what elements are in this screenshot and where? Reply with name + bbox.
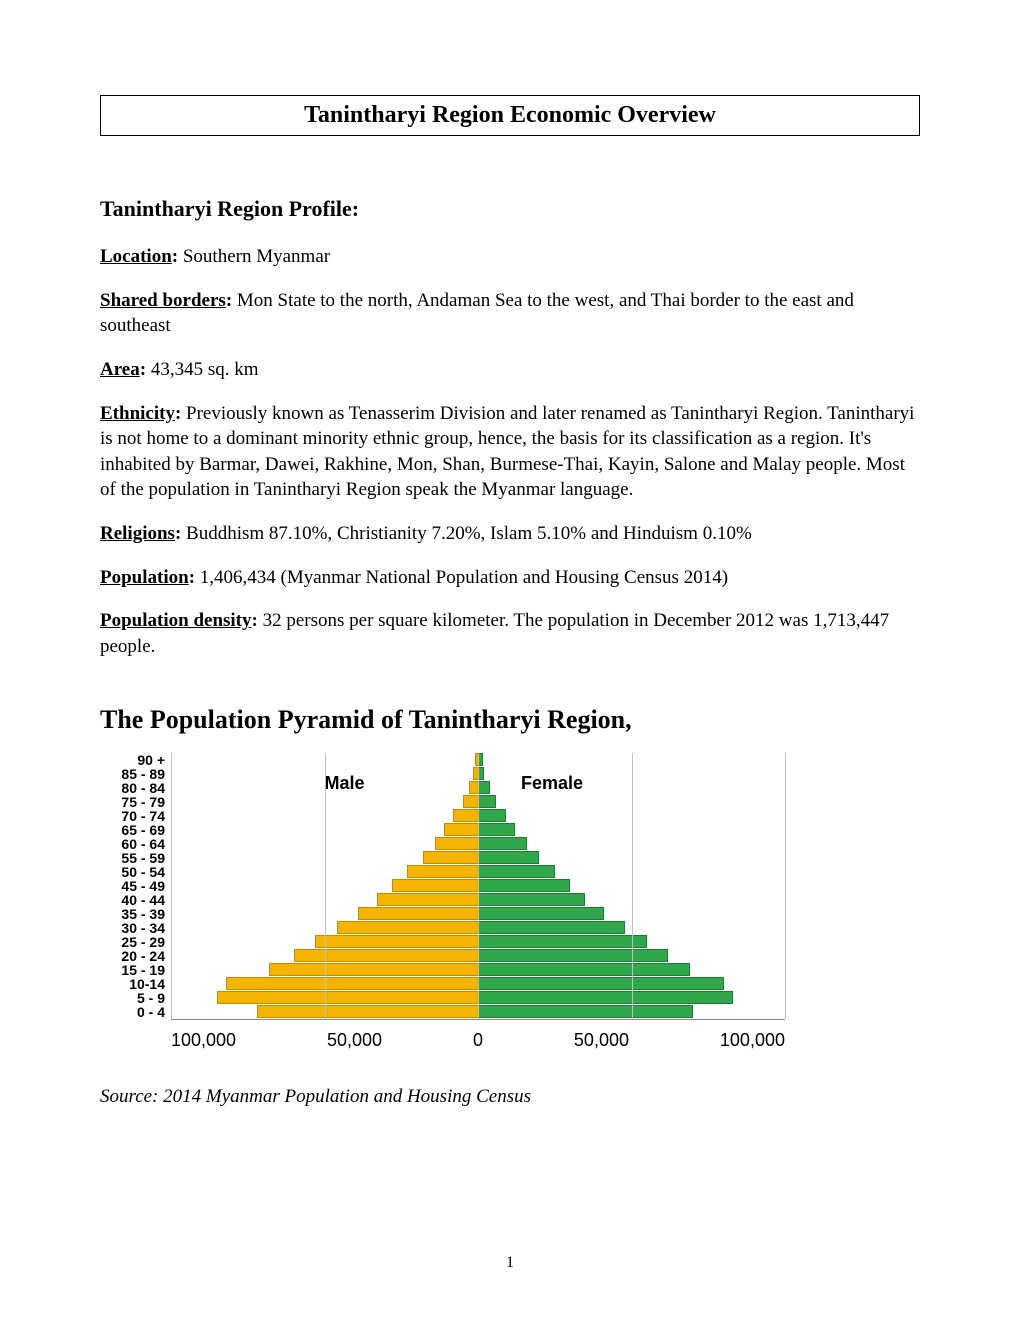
location-label: Location	[100, 246, 172, 267]
chart-female-label: Female	[521, 773, 583, 794]
chart-x-tick-label: 100,000	[720, 1030, 785, 1051]
chart-age-label: 50 - 54	[100, 865, 165, 879]
chart-male-bar	[453, 809, 478, 822]
chart-age-label: 20 - 24	[100, 949, 165, 963]
chart-female-bar	[478, 921, 625, 934]
profile-density: Population density: 32 persons per squar…	[100, 608, 920, 659]
population-value: 1,406,434 (Myanmar National Population a…	[195, 567, 728, 588]
chart-age-label: 90 +	[100, 753, 165, 767]
location-value: Southern Myanmar	[178, 246, 330, 267]
chart-male-bar	[392, 879, 478, 892]
population-pyramid-chart: 90 +85 - 8980 - 8475 - 7970 - 7465 - 696…	[100, 753, 920, 1020]
page-title: Tanintharyi Region Economic Overview	[100, 95, 920, 136]
profile-ethnicity: Ethnicity: Previously known as Tenasseri…	[100, 401, 920, 504]
chart-male-bar	[269, 963, 478, 976]
chart-age-label: 5 - 9	[100, 991, 165, 1005]
chart-age-label: 45 - 49	[100, 879, 165, 893]
chart-age-label: 70 - 74	[100, 809, 165, 823]
borders-label: Shared borders	[100, 290, 226, 311]
chart-female-bar	[478, 837, 527, 850]
chart-male-label: Male	[325, 773, 365, 794]
profile-borders: Shared borders: Mon State to the north, …	[100, 288, 920, 339]
chart-x-tick-label: 100,000	[171, 1030, 236, 1051]
page-number: 1	[0, 1254, 1020, 1272]
chart-female-bar	[478, 1005, 693, 1018]
chart-female-bar	[478, 865, 555, 878]
chart-male-bar	[407, 865, 478, 878]
chart-male-bar	[377, 893, 478, 906]
chart-male-bar	[337, 921, 478, 934]
chart-age-label: 30 - 34	[100, 921, 165, 935]
chart-x-axis-labels: 100,000 50,000 0 50,000 100,000	[171, 1020, 785, 1051]
chart-female-bar	[478, 795, 496, 808]
ethnicity-value: Previously known as Tenasserim Division …	[100, 403, 914, 501]
profile-area: Area: 43,345 sq. km	[100, 357, 920, 383]
chart-age-label: 10-14	[100, 977, 165, 991]
density-label: Population density	[100, 610, 252, 631]
chart-female-bar	[478, 781, 490, 794]
chart-x-tick-label: 0	[473, 1030, 483, 1051]
religions-label: Religions	[100, 523, 175, 544]
chart-age-label: 75 - 79	[100, 795, 165, 809]
chart-female-bar	[478, 907, 604, 920]
chart-male-bar	[217, 991, 478, 1004]
profile-population: Population: 1,406,434 (Myanmar National …	[100, 565, 920, 591]
chart-source: Source: 2014 Myanmar Population and Hous…	[100, 1086, 920, 1108]
chart-female-bar	[478, 823, 515, 836]
chart-plot-area: Male Female	[171, 753, 785, 1020]
profile-religions: Religions: Buddhism 87.10%, Christianity…	[100, 521, 920, 547]
chart-age-label: 65 - 69	[100, 823, 165, 837]
chart-age-label: 25 - 29	[100, 935, 165, 949]
chart-female-bar	[478, 935, 647, 948]
profile-location: Location: Southern Myanmar	[100, 244, 920, 270]
chart-age-label: 40 - 44	[100, 893, 165, 907]
chart-male-bar	[423, 851, 478, 864]
area-value: 43,345 sq. km	[146, 359, 258, 380]
chart-title: The Population Pyramid of Tanintharyi Re…	[100, 705, 920, 735]
chart-male-bar	[469, 781, 478, 794]
chart-female-bar	[478, 851, 539, 864]
chart-female-bar	[478, 977, 724, 990]
chart-female-bar	[478, 809, 506, 822]
chart-female-bar	[478, 893, 585, 906]
religions-value: Buddhism 87.10%, Christianity 7.20%, Isl…	[181, 523, 752, 544]
ethnicity-label: Ethnicity	[100, 403, 175, 424]
chart-male-bar	[444, 823, 478, 836]
chart-age-label: 55 - 59	[100, 851, 165, 865]
area-label: Area	[100, 359, 140, 380]
chart-x-tick-label: 50,000	[327, 1030, 382, 1051]
chart-age-label: 80 - 84	[100, 781, 165, 795]
chart-male-bar	[463, 795, 478, 808]
chart-age-label: 60 - 64	[100, 837, 165, 851]
chart-age-labels: 90 +85 - 8980 - 8475 - 7970 - 7465 - 696…	[100, 753, 171, 1019]
chart-female-bar	[478, 991, 733, 1004]
chart-age-label: 35 - 39	[100, 907, 165, 921]
chart-female-bar	[478, 879, 570, 892]
chart-male-bar	[226, 977, 478, 990]
chart-male-bar	[257, 1005, 478, 1018]
chart-age-label: 85 - 89	[100, 767, 165, 781]
chart-male-bar	[315, 935, 478, 948]
chart-male-bar	[294, 949, 478, 962]
chart-x-tick-label: 50,000	[574, 1030, 629, 1051]
population-label: Population	[100, 567, 189, 588]
chart-female-bar	[478, 949, 668, 962]
chart-female-bar	[478, 963, 690, 976]
section-heading: Tanintharyi Region Profile:	[100, 196, 920, 222]
chart-male-bar	[358, 907, 478, 920]
chart-male-bar	[435, 837, 478, 850]
chart-age-label: 0 - 4	[100, 1005, 165, 1019]
chart-age-label: 15 - 19	[100, 963, 165, 977]
